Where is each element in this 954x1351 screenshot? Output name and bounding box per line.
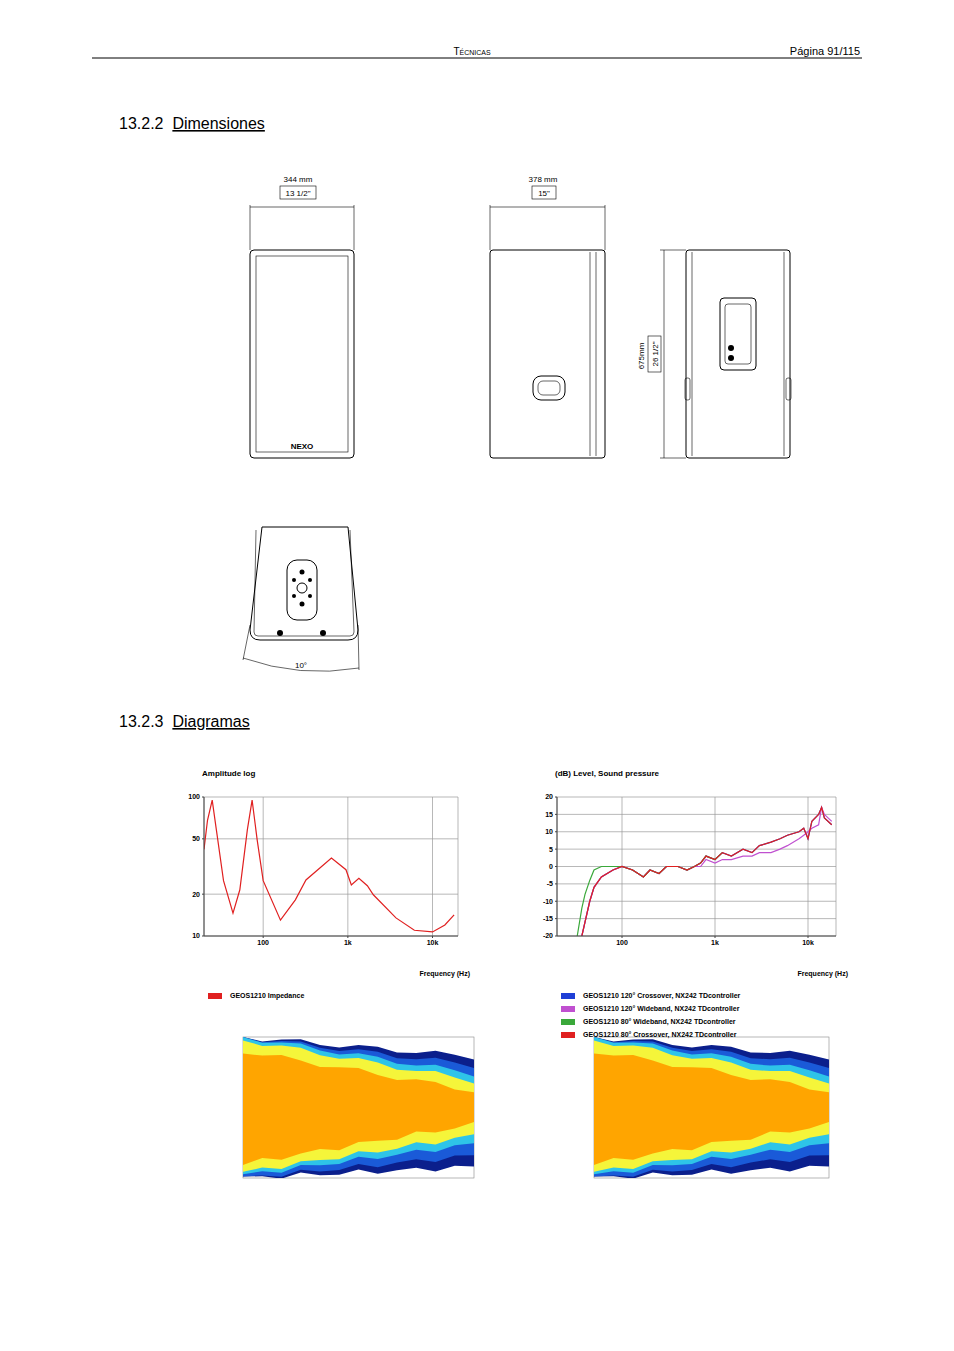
svg-text:-20: -20 xyxy=(543,932,553,939)
svg-text:675mm: 675mm xyxy=(637,342,646,369)
svg-text:344 mm: 344 mm xyxy=(284,175,313,184)
svg-text:13 1/2": 13 1/2" xyxy=(285,189,310,198)
html-text:Frequency (Hz): Frequency (Hz) xyxy=(797,970,848,977)
svg-text:15": 15" xyxy=(538,189,550,198)
html-text:Frequency (Hz): Frequency (Hz) xyxy=(419,970,470,977)
svg-text:-10: -10 xyxy=(543,898,553,905)
svg-text:5: 5 xyxy=(549,846,553,853)
html-text:GEOS1210 80° Wideband, NX242 T: GEOS1210 80° Wideband, NX242 TDcontrolle… xyxy=(583,1018,736,1025)
svg-text:10: 10 xyxy=(545,828,553,835)
svg-text:1k: 1k xyxy=(344,939,352,946)
svg-text:15: 15 xyxy=(545,811,553,818)
svg-text:10: 10 xyxy=(192,932,200,939)
svg-text:10k: 10k xyxy=(802,939,814,946)
svg-text:-15: -15 xyxy=(543,915,553,922)
svg-text:50: 50 xyxy=(192,835,200,842)
html-text:Amplitude log: Amplitude log xyxy=(202,769,256,778)
svg-text:20: 20 xyxy=(192,891,200,898)
svg-text:10°: 10° xyxy=(295,661,307,670)
html-text:(dB) Level, Sound pressure: (dB) Level, Sound pressure xyxy=(555,769,659,778)
svg-text:Página 91/115: Página 91/115 xyxy=(790,45,860,57)
svg-text:Técnicas: Técnicas xyxy=(453,46,491,57)
svg-text:26 1/2": 26 1/2" xyxy=(651,341,660,366)
html-text:GEOS1210 120° Wideband, NX242: GEOS1210 120° Wideband, NX242 TDcontroll… xyxy=(583,1005,740,1012)
svg-text:0: 0 xyxy=(549,863,553,870)
svg-text:378 mm: 378 mm xyxy=(529,175,558,184)
svg-text:100: 100 xyxy=(257,939,269,946)
svg-text:1k: 1k xyxy=(711,939,719,946)
html-text:GEOS1210 120° Crossover, NX242: GEOS1210 120° Crossover, NX242 TDcontrol… xyxy=(583,992,741,999)
svg-text:20: 20 xyxy=(545,793,553,800)
svg-text:NEXO: NEXO xyxy=(291,442,314,451)
svg-text:-5: -5 xyxy=(547,880,553,887)
svg-text:100: 100 xyxy=(616,939,628,946)
html-text:GEOS1210 80° Crossover, NX242: GEOS1210 80° Crossover, NX242 TDcontroll… xyxy=(583,1031,737,1038)
svg-text:13.2.3 Diagramas: 13.2.3 Diagramas xyxy=(119,713,250,730)
svg-text:13.2.2 Dimensiones: 13.2.2 Dimensiones xyxy=(119,115,265,132)
svg-text:10k: 10k xyxy=(427,939,439,946)
html-text:GEOS1210 Impedance: GEOS1210 Impedance xyxy=(230,992,305,999)
svg-text:100: 100 xyxy=(188,793,200,800)
